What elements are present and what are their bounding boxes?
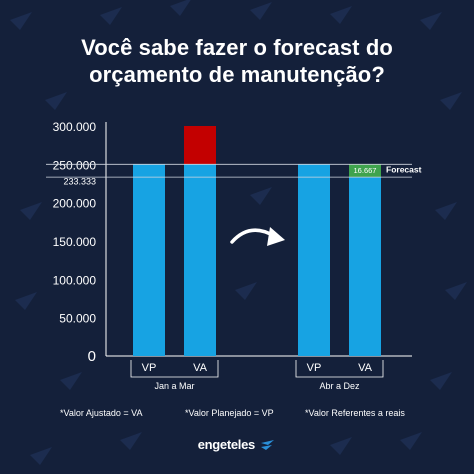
y-tick-label: 150.000 xyxy=(53,235,97,249)
bar-va-0 xyxy=(184,164,216,356)
footnote-reais: *Valor Referentes a reais xyxy=(305,408,405,418)
title-line-1: Você sabe fazer o forecast do xyxy=(81,35,393,60)
y-tick-label: 100.000 xyxy=(53,273,97,287)
bar-stack-segment xyxy=(184,126,216,165)
bar-vp-0 xyxy=(133,164,165,356)
footnote-vp: *Valor Planejado = VP xyxy=(185,408,274,418)
group-bracket xyxy=(295,360,384,378)
curved-right-arrow-icon xyxy=(230,227,285,246)
x-tick-label: VA xyxy=(358,362,373,374)
title-line-2: orçamento de manutenção? xyxy=(89,62,385,87)
bar-vp-1 xyxy=(298,164,330,356)
x-tick-label: VA xyxy=(193,362,208,374)
y-tick-label: 250.000 xyxy=(53,158,97,172)
stack-value-label: 16.667 xyxy=(354,166,377,175)
footnote-va: *Valor Ajustado = VA xyxy=(60,408,143,418)
brand-name: engeteles xyxy=(197,437,256,452)
group-bracket xyxy=(130,360,219,378)
y-tick-label: 300.000 xyxy=(53,120,97,134)
brand-logo: engeteles xyxy=(0,437,474,453)
y-tick-label: 50.000 xyxy=(59,312,96,326)
bar-va-1 xyxy=(349,177,381,356)
y-tick-label: 200.000 xyxy=(53,197,97,211)
forecast-annotation: Forecast xyxy=(386,164,422,174)
y-tick-label: 0 xyxy=(88,348,96,365)
x-tick-label: VP xyxy=(307,362,322,374)
page-title: Você sabe fazer o forecast do orçamento … xyxy=(0,34,474,88)
x-tick-label: VP xyxy=(142,362,157,374)
bar-stack-segment xyxy=(349,164,381,178)
group-label: Jan a Mar xyxy=(154,381,194,391)
reference-line-label: 233.333 xyxy=(63,177,96,187)
group-label: Abr a Dez xyxy=(319,381,360,391)
engeteles-logo-icon xyxy=(261,439,275,450)
